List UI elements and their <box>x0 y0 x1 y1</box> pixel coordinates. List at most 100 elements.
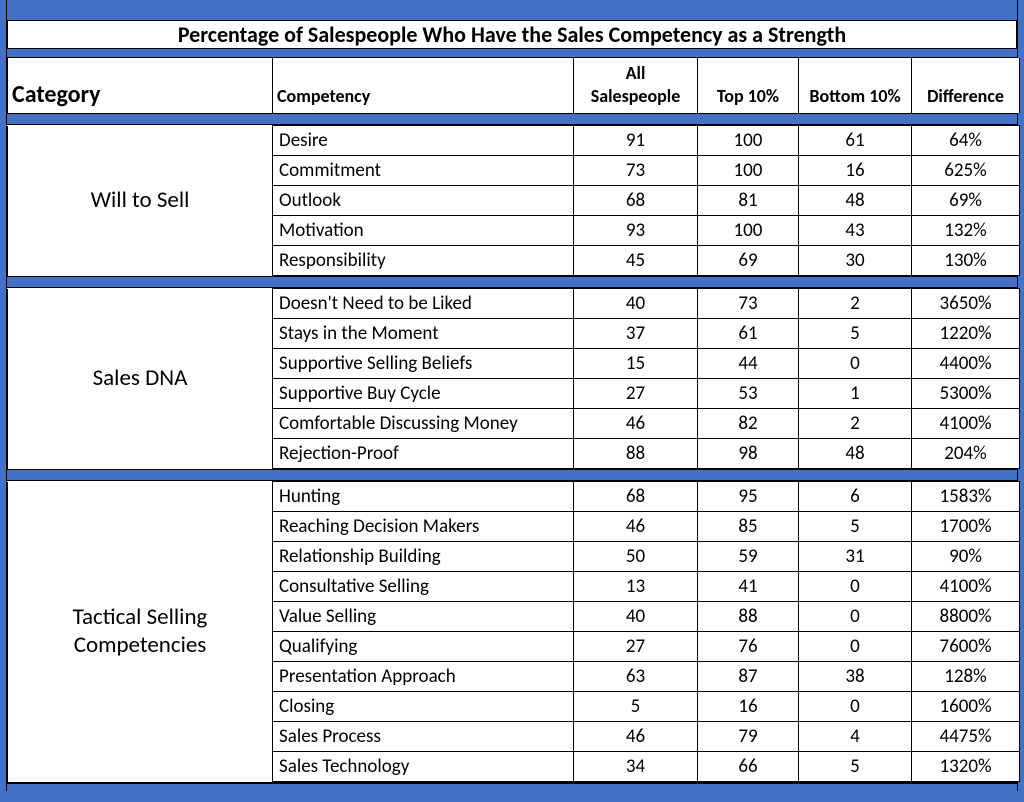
col-header-bottom: Bottom 10% <box>799 58 912 113</box>
cell-difference: 4100% <box>912 572 1020 602</box>
cell-all: 15 <box>574 349 698 379</box>
cell-all: 40 <box>574 289 698 319</box>
spacer <box>6 114 1018 124</box>
spacer-bottom <box>6 783 1018 791</box>
section: Will to SellDesire911006164%Commitment73… <box>6 124 1018 277</box>
cell-all: 46 <box>574 512 698 542</box>
cell-top: 16 <box>698 692 799 722</box>
cell-competency: Closing <box>273 692 574 722</box>
category-label: Tactical Selling Competencies <box>8 482 273 782</box>
category-label: Will to Sell <box>8 126 273 276</box>
cell-top: 41 <box>698 572 799 602</box>
table-row: Sales DNADoesn't Need to be Liked4073236… <box>8 289 1020 319</box>
cell-difference: 4100% <box>912 409 1020 439</box>
cell-top: 87 <box>698 662 799 692</box>
cell-top: 98 <box>698 439 799 469</box>
cell-difference: 1220% <box>912 319 1020 349</box>
cell-competency: Comfortable Discussing Money <box>273 409 574 439</box>
cell-all: 46 <box>574 409 698 439</box>
cell-competency: Hunting <box>273 482 574 512</box>
cell-top: 66 <box>698 752 799 782</box>
cell-top: 81 <box>698 186 799 216</box>
cell-bottom: 0 <box>799 572 912 602</box>
section: Tactical Selling CompetenciesHunting6895… <box>6 480 1018 783</box>
cell-bottom: 6 <box>799 482 912 512</box>
cell-competency: Desire <box>273 126 574 156</box>
cell-all: 73 <box>574 156 698 186</box>
cell-difference: 128% <box>912 662 1020 692</box>
cell-bottom: 4 <box>799 722 912 752</box>
column-header-row: Category Competency AllSalespeople Top 1… <box>6 57 1018 114</box>
cell-top: 100 <box>698 216 799 246</box>
cell-top: 59 <box>698 542 799 572</box>
cell-top: 79 <box>698 722 799 752</box>
cell-competency: Qualifying <box>273 632 574 662</box>
cell-top: 82 <box>698 409 799 439</box>
title-band: Percentage of Salespeople Who Have the S… <box>6 20 1018 49</box>
cell-difference: 1700% <box>912 512 1020 542</box>
cell-bottom: 43 <box>799 216 912 246</box>
cell-bottom: 2 <box>799 409 912 439</box>
cell-difference: 1600% <box>912 692 1020 722</box>
cell-bottom: 0 <box>799 349 912 379</box>
cell-difference: 1583% <box>912 482 1020 512</box>
cell-all: 68 <box>574 482 698 512</box>
cell-all: 45 <box>574 246 698 276</box>
cell-all: 27 <box>574 379 698 409</box>
cell-competency: Rejection-Proof <box>273 439 574 469</box>
cell-difference: 8800% <box>912 602 1020 632</box>
cell-bottom: 48 <box>799 439 912 469</box>
cell-competency: Consultative Selling <box>273 572 574 602</box>
cell-difference: 7600% <box>912 632 1020 662</box>
cell-bottom: 0 <box>799 602 912 632</box>
cell-all: 13 <box>574 572 698 602</box>
cell-competency: Reaching Decision Makers <box>273 512 574 542</box>
cell-competency: Value Selling <box>273 602 574 632</box>
cell-all: 63 <box>574 662 698 692</box>
cell-all: 40 <box>574 602 698 632</box>
cell-bottom: 31 <box>799 542 912 572</box>
cell-all: 93 <box>574 216 698 246</box>
cell-difference: 1320% <box>912 752 1020 782</box>
table-row: Tactical Selling CompetenciesHunting6895… <box>8 482 1020 512</box>
cell-top: 76 <box>698 632 799 662</box>
cell-all: 34 <box>574 752 698 782</box>
cell-top: 88 <box>698 602 799 632</box>
cell-top: 100 <box>698 126 799 156</box>
table-title: Percentage of Salespeople Who Have the S… <box>8 21 1017 48</box>
cell-difference: 130% <box>912 246 1020 276</box>
cell-bottom: 5 <box>799 512 912 542</box>
col-header-difference: Difference <box>912 58 1020 113</box>
cell-bottom: 5 <box>799 319 912 349</box>
cell-competency: Sales Process <box>273 722 574 752</box>
cell-bottom: 0 <box>799 632 912 662</box>
table-row: Will to SellDesire911006164% <box>8 126 1020 156</box>
cell-difference: 204% <box>912 439 1020 469</box>
cell-bottom: 48 <box>799 186 912 216</box>
spacer <box>6 49 1018 57</box>
cell-bottom: 38 <box>799 662 912 692</box>
cell-competency: Relationship Building <box>273 542 574 572</box>
cell-competency: Supportive Buy Cycle <box>273 379 574 409</box>
cell-all: 46 <box>574 722 698 752</box>
cell-bottom: 16 <box>799 156 912 186</box>
cell-bottom: 30 <box>799 246 912 276</box>
category-label: Sales DNA <box>8 289 273 469</box>
cell-competency: Outlook <box>273 186 574 216</box>
cell-difference: 3650% <box>912 289 1020 319</box>
cell-top: 100 <box>698 156 799 186</box>
cell-difference: 5300% <box>912 379 1020 409</box>
cell-competency: Doesn't Need to be Liked <box>273 289 574 319</box>
spacer-top <box>6 0 1018 20</box>
col-header-top: Top 10% <box>698 58 799 113</box>
cell-top: 69 <box>698 246 799 276</box>
cell-difference: 625% <box>912 156 1020 186</box>
cell-bottom: 2 <box>799 289 912 319</box>
cell-all: 37 <box>574 319 698 349</box>
cell-competency: Stays in the Moment <box>273 319 574 349</box>
cell-top: 61 <box>698 319 799 349</box>
cell-top: 53 <box>698 379 799 409</box>
cell-bottom: 5 <box>799 752 912 782</box>
cell-difference: 69% <box>912 186 1020 216</box>
col-header-category: Category <box>8 58 273 113</box>
